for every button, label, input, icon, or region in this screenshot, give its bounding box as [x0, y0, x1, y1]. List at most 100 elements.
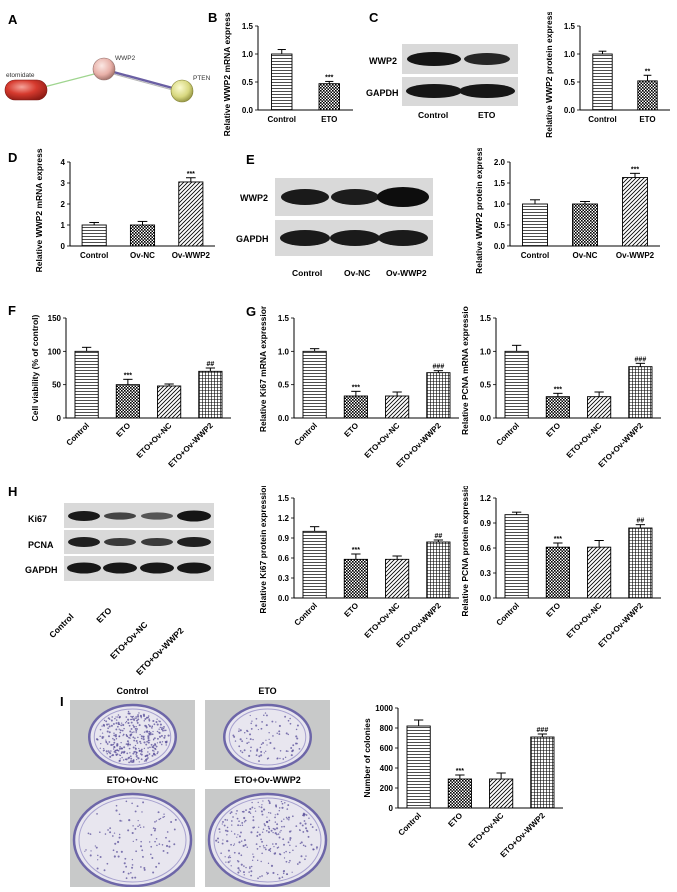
colony	[162, 729, 164, 732]
colony	[120, 722, 123, 724]
colony	[303, 820, 306, 822]
colony	[252, 738, 254, 741]
colony	[291, 871, 293, 873]
significance-label: ***	[124, 372, 132, 379]
y-tick-label: 100	[48, 347, 62, 356]
colony	[96, 812, 98, 815]
y-tick-label: 4	[61, 158, 66, 167]
colony	[269, 812, 272, 814]
colony	[285, 816, 288, 819]
colony	[131, 876, 134, 879]
colony	[248, 810, 251, 814]
colony	[263, 714, 265, 717]
colony	[115, 738, 118, 740]
colony	[151, 754, 154, 757]
colony	[306, 829, 308, 832]
colony	[268, 819, 271, 822]
colony	[106, 862, 109, 865]
y-axis-label: Relative PCNA mRNA expression	[460, 306, 470, 435]
colony	[156, 718, 158, 720]
colony	[257, 877, 259, 880]
colony	[304, 858, 306, 861]
colony	[117, 716, 119, 718]
colony	[142, 713, 145, 716]
colony	[263, 847, 265, 849]
y-tick-label: 0.5	[480, 381, 492, 390]
etomidate-node	[4, 79, 48, 101]
colony	[245, 866, 247, 869]
colony	[125, 743, 128, 745]
colony	[132, 724, 134, 727]
colony	[137, 820, 139, 822]
colony	[229, 860, 231, 862]
colony	[146, 740, 149, 743]
colony	[115, 804, 118, 807]
colony	[113, 738, 116, 741]
colony	[276, 732, 278, 734]
y-tick-label: 0.9	[480, 519, 492, 528]
colony	[136, 721, 139, 724]
colony	[287, 841, 290, 844]
colony	[131, 715, 134, 719]
colony	[162, 727, 165, 730]
colony	[128, 724, 131, 727]
colony	[275, 805, 277, 808]
colony	[254, 807, 256, 809]
colony	[281, 825, 283, 828]
colony	[270, 829, 273, 832]
significance-label: ***	[352, 384, 360, 391]
colony	[278, 807, 281, 809]
colony	[315, 829, 318, 831]
bar	[530, 736, 555, 809]
x-tick-label: ETO+Ov-NC	[135, 421, 174, 460]
colony	[259, 875, 261, 878]
colony	[250, 870, 253, 873]
colony	[296, 742, 298, 745]
colony	[269, 741, 272, 744]
colony	[238, 835, 241, 838]
colony	[249, 867, 251, 870]
colony	[153, 738, 155, 740]
colony	[162, 850, 165, 852]
colony	[119, 729, 122, 732]
colony	[287, 733, 290, 736]
y-tick-label: 1.0	[564, 50, 576, 59]
colony	[242, 810, 245, 813]
colony	[131, 866, 134, 869]
colony	[145, 758, 147, 761]
colony	[279, 750, 282, 752]
colony	[112, 743, 115, 746]
colony	[233, 735, 236, 738]
colony	[135, 751, 138, 754]
colony	[161, 844, 164, 846]
colony	[155, 745, 158, 748]
colony	[114, 842, 117, 845]
colony	[127, 721, 130, 725]
colony	[264, 712, 267, 714]
y-axis-label: Relative Ki67 protein expression	[258, 486, 268, 614]
significance-label: ###	[433, 364, 445, 371]
colony	[110, 719, 113, 722]
colony	[272, 827, 275, 830]
colony	[143, 731, 146, 733]
x-tick-label: Control	[65, 421, 91, 447]
colony	[245, 809, 247, 812]
y-tick-label: 0.0	[278, 414, 290, 423]
colony	[106, 743, 109, 745]
colony	[302, 831, 305, 833]
x-tick-label: ETO	[321, 115, 337, 124]
colony	[262, 828, 265, 831]
colony	[304, 822, 307, 825]
colony	[234, 740, 237, 742]
colony	[167, 734, 170, 737]
colony	[227, 861, 230, 864]
colony	[260, 806, 263, 809]
colony	[165, 744, 167, 746]
blot-e-image	[275, 178, 433, 256]
colony-dish-eto-ov-nc	[70, 789, 195, 887]
colony	[224, 818, 227, 821]
colony	[119, 819, 122, 822]
colony	[267, 862, 270, 864]
colony	[153, 753, 156, 756]
colony	[89, 833, 92, 835]
